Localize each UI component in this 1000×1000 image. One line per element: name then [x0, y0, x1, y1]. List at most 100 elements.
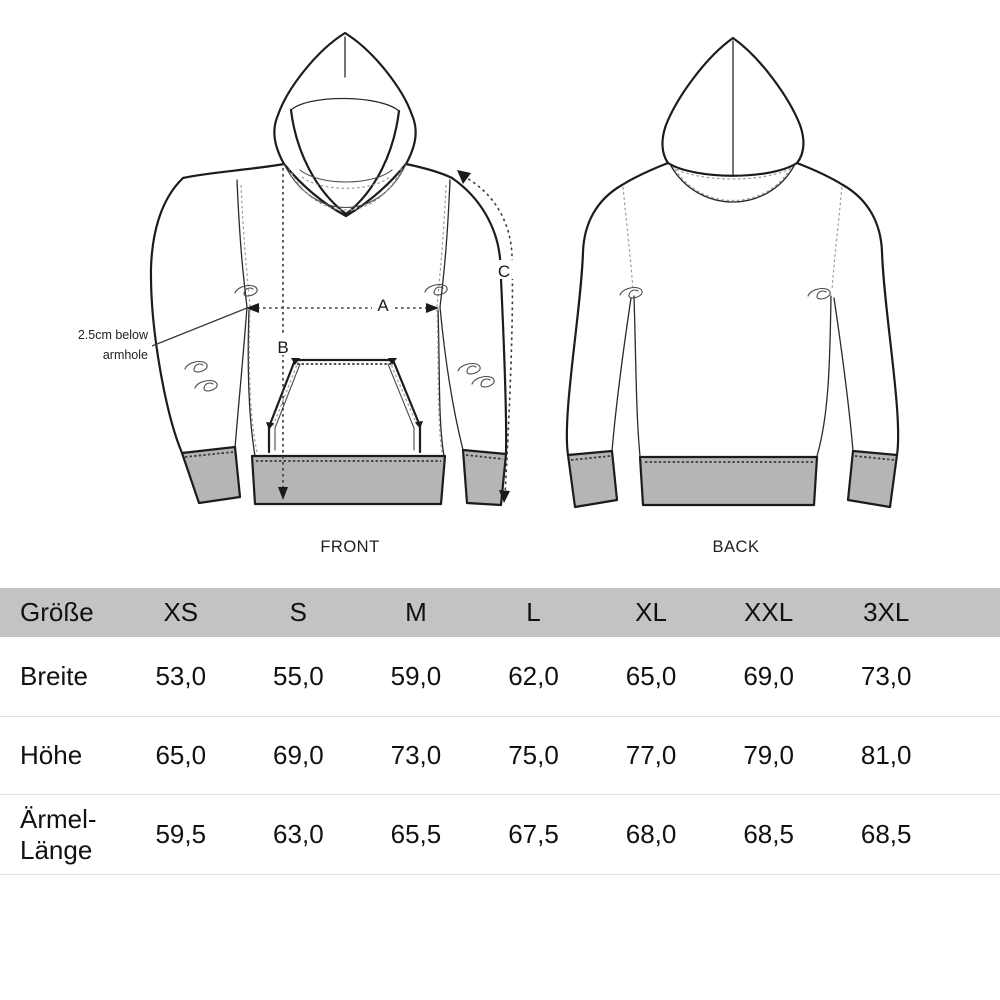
pocket-bartack-bottom-left	[266, 422, 274, 430]
front-hood-inner-fold	[290, 97, 400, 112]
front-left-sleeve-outer	[149, 176, 185, 455]
back-right-armpit-curl	[807, 287, 831, 300]
back-neck-top-edge	[666, 161, 799, 177]
back-hood-outline	[661, 36, 805, 165]
size-header-label: Größe	[20, 597, 94, 628]
back-left-cuff-stitch	[570, 455, 611, 461]
hoehe-value-xxl: 79,0	[743, 740, 794, 770]
breite-value-3xl: 73,0	[860, 661, 912, 691]
front-left-sleeve-curl-1	[184, 360, 208, 373]
front-right-armpit-curl	[424, 283, 448, 296]
back-right-sleeve-outer	[841, 183, 900, 457]
size-col-header-s: S	[289, 597, 308, 627]
front-body-left-side	[247, 309, 256, 457]
front-neck-rib-stitch	[301, 176, 391, 189]
hoodie-technical-drawing: A B C 2.5cm below armhole FRONT BACK	[78, 31, 900, 556]
table-row-aermel-laenge: Ärmel-Länge 59,5 63,0 65,5 67,5 68,0 68,…	[0, 795, 1000, 875]
back-body-right-side	[816, 295, 832, 457]
front-right-sleeve-outer	[450, 176, 508, 456]
front-right-shoulder	[404, 162, 454, 180]
aermel-value-s: 63,0	[273, 819, 324, 849]
back-left-sleeve-inner	[611, 297, 632, 452]
front-left-armpit-curl	[234, 284, 258, 297]
front-left-shoulder	[181, 162, 286, 180]
back-right-sleeve-inner	[833, 297, 854, 452]
measure-c-label: C	[498, 262, 510, 281]
breite-value-xl: 65,0	[625, 661, 677, 691]
pocket-slant-stitch-right	[389, 361, 418, 426]
back-right-shoulder	[795, 161, 845, 187]
aermel-value-xxl: 68,5	[743, 819, 794, 849]
breite-value-l: 62,0	[508, 661, 559, 691]
hoehe-value-xs: 65,0	[155, 740, 207, 770]
front-hood-outline	[273, 31, 417, 166]
row-label-hoehe: Höhe	[20, 740, 83, 771]
measure-b-arrow-bottom	[278, 487, 288, 500]
front-left-seam-stitch	[240, 184, 258, 453]
pocket-bartack-bottom-right	[415, 421, 423, 429]
front-right-seam-stitch	[436, 184, 447, 453]
kangaroo-pocket-outline	[267, 358, 422, 454]
front-right-sleeve-curl-2	[471, 375, 495, 388]
measure-b-label-halo	[272, 336, 293, 355]
front-hood-drape-right	[344, 162, 408, 218]
front-hood-opening-left	[289, 108, 348, 216]
back-hem-ribbing	[638, 455, 819, 507]
table-row-hoehe: Höhe 65,0 69,0 73,0 75,0 77,0 79,0 81,0	[0, 717, 1000, 795]
aermel-value-xs: 59,5	[155, 819, 207, 849]
back-left-shoulder	[620, 161, 670, 187]
pocket-slant-stitch-left	[272, 361, 299, 427]
table-row-breite: Breite 53,0 55,0 59,0 62,0 65,0 69,0 73,…	[0, 637, 1000, 717]
aermel-value-xl: 68,0	[625, 819, 677, 849]
front-view-label: FRONT	[320, 538, 379, 556]
row-label-breite: Breite	[20, 661, 88, 692]
back-neck-top-stitch	[671, 166, 794, 180]
size-col-header-xxl: XXL	[744, 597, 794, 627]
front-hood-drape-left	[282, 162, 348, 218]
front-hem-ribbing	[250, 454, 447, 506]
aermel-value-m: 65,5	[390, 819, 442, 849]
front-neck-rib-edge	[299, 169, 393, 183]
size-table-header-row: Größe XS S M L XL XXL 3XL	[0, 588, 1000, 637]
front-hood-opening-right	[344, 109, 401, 216]
measure-a-arrow-left	[246, 303, 259, 313]
measure-a-label-halo	[372, 294, 393, 313]
pocket-inner-edge-left	[274, 363, 301, 451]
back-right-seam-stitch	[831, 186, 843, 291]
measurement-annotations: A B C 2.5cm below armhole	[78, 168, 514, 503]
back-view-label: BACK	[713, 538, 760, 556]
hoodie-diagram: A B C 2.5cm below armhole FRONT BACK	[78, 31, 900, 556]
back-view-drawing	[565, 36, 900, 509]
back-neck-seam-curve	[670, 165, 795, 203]
front-right-sleeve-inner	[439, 179, 464, 451]
back-right-cuff-stitch	[854, 455, 895, 461]
size-col-header-xs: XS	[163, 597, 199, 627]
front-neck-seam-stitch	[288, 167, 403, 211]
armhole-note-line2: armhole	[103, 348, 148, 362]
hoehe-value-l: 75,0	[508, 740, 559, 770]
front-body-right-side	[437, 309, 445, 457]
back-left-cuff	[566, 449, 619, 509]
breite-value-xxl: 69,0	[743, 661, 794, 691]
pocket-inner-edge-right	[387, 363, 415, 451]
measure-c-arrow-top	[457, 170, 471, 184]
hoehe-value-3xl: 81,0	[860, 740, 912, 770]
front-left-sleeve-curl-2	[194, 379, 218, 392]
measure-c-arrow-bottom	[499, 490, 510, 503]
breite-value-m: 59,0	[390, 661, 442, 691]
size-table: Größe XS S M L XL XXL 3XL Breite 53,0 55…	[0, 588, 1000, 875]
row-label-aermel-laenge: Ärmel-Länge	[20, 804, 97, 865]
aermel-value-3xl: 68,5	[860, 819, 912, 849]
front-right-cuff-stitch	[465, 454, 504, 460]
hoehe-value-xl: 77,0	[625, 740, 677, 770]
armhole-note-leader-line	[151, 307, 248, 347]
front-right-cuff	[461, 448, 508, 507]
measure-b-label: B	[277, 338, 288, 357]
size-col-header-m: M	[405, 597, 427, 627]
front-view-drawing	[149, 31, 508, 507]
breite-value-s: 55,0	[273, 661, 324, 691]
front-left-cuff	[180, 445, 242, 505]
size-col-header-3xl: 3XL	[863, 597, 910, 627]
back-left-armpit-curl	[619, 286, 643, 299]
size-col-header-l: L	[526, 597, 541, 627]
